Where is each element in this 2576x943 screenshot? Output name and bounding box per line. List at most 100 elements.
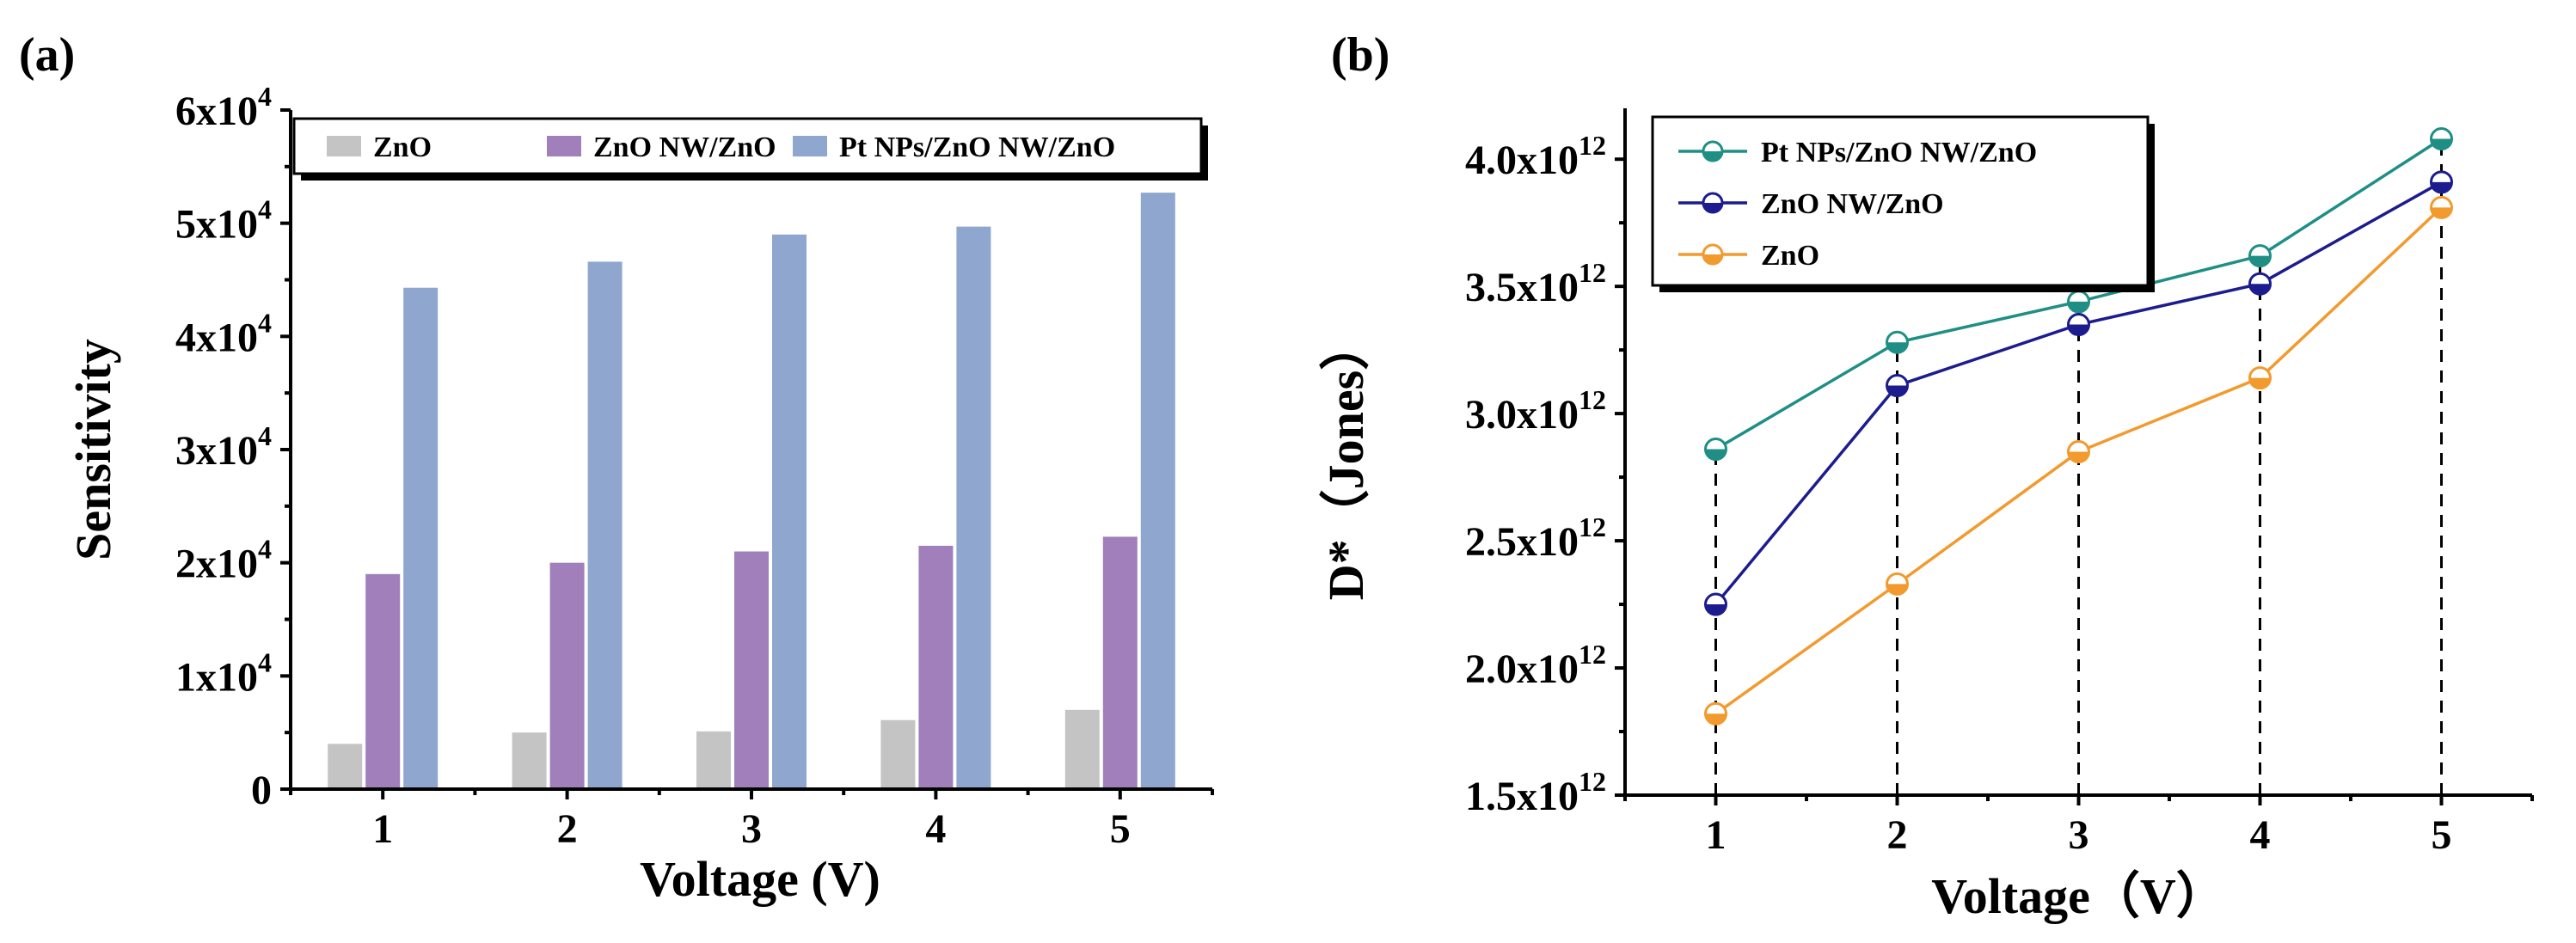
y-tick-label-base: 3x10: [175, 428, 258, 474]
y-tick-label-exponent: 12: [1579, 257, 1606, 288]
legend-label: Pt NPs/ZnO NW/ZnO: [1761, 137, 2037, 168]
data-point-fill: [1886, 584, 1908, 595]
bar: [956, 226, 991, 789]
y-tick-label-base: 3.5x10: [1465, 265, 1579, 310]
y-tick-label: 3x104: [175, 420, 272, 474]
x-tick-label: 4: [2250, 812, 2271, 858]
y-axis-title: Sensitivity: [65, 339, 121, 560]
panel-label: (b): [1331, 28, 1389, 82]
y-tick-label: 3.0x1012: [1465, 384, 1606, 438]
y-tick-label: 5x104: [175, 194, 272, 248]
x-tick-label: 5: [2432, 812, 2452, 858]
legend-box: [1651, 115, 2150, 287]
y-tick-label-exponent: 4: [258, 646, 272, 677]
data-point-fill: [2249, 284, 2271, 295]
x-tick-label: 3: [741, 806, 762, 852]
bar: [512, 732, 547, 789]
bar: [880, 719, 916, 789]
bar: [1102, 536, 1138, 789]
y-tick-label-base: 4x10: [175, 315, 258, 360]
panel-b: (b)1.5x10122.0x10122.5x10123.0x10123.5x1…: [1318, 28, 2534, 924]
bar: [1064, 709, 1100, 789]
y-tick-label-exponent: 12: [1579, 384, 1606, 415]
y-tick-label-exponent: 12: [1579, 511, 1606, 542]
data-point-fill: [1886, 342, 1908, 353]
bar: [365, 573, 401, 789]
bar: [734, 551, 769, 789]
y-tick-label-exponent: 4: [258, 307, 272, 338]
legend-label: Pt NPs/ZnO NW/ZnO: [839, 132, 1115, 163]
y-tick-label-exponent: 4: [258, 534, 272, 565]
legend-box: [292, 117, 1203, 175]
y-tick-label: 3.5x1012: [1465, 257, 1606, 310]
y-tick-label-base: 1.5x10: [1465, 774, 1579, 819]
x-tick-label: 5: [1110, 806, 1131, 852]
y-tick-label: 1x104: [175, 646, 272, 700]
data-point-fill: [2431, 207, 2452, 218]
y-tick-label-base: 6x10: [175, 89, 258, 134]
y-tick-label: 2.5x1012: [1465, 511, 1606, 565]
data-point-fill: [2249, 255, 2271, 266]
bar: [587, 261, 623, 789]
y-axis-title: D*（Jones）: [1318, 321, 1374, 600]
y-tick-label: 4.0x1012: [1465, 130, 1606, 183]
x-axis-title: Voltage (V): [640, 851, 880, 907]
x-axis-title: Voltage（V）: [1931, 868, 2226, 924]
data-point-fill: [1705, 713, 1727, 725]
legend-label: ZnO NW/ZnO: [1761, 188, 1944, 220]
x-tick-label: 2: [557, 806, 578, 852]
x-tick-label: 2: [1887, 812, 1908, 858]
data-point-fill: [1705, 449, 1727, 460]
bar: [772, 234, 807, 789]
y-tick-label-exponent: 4: [258, 420, 272, 451]
bar: [1140, 193, 1175, 789]
y-tick-label-base: 0: [251, 768, 272, 813]
y-tick-label: 4x104: [175, 307, 272, 360]
y-tick-label: 1.5x1012: [1465, 766, 1606, 819]
x-tick-label: 1: [372, 806, 393, 852]
y-tick-label-base: 1x10: [175, 654, 258, 700]
data-point-fill: [2431, 181, 2452, 193]
legend-swatch: [547, 136, 581, 156]
legend-marker-fill: [1703, 203, 1722, 212]
data-point-fill: [2068, 451, 2089, 462]
y-tick-label-base: 3.0x10: [1465, 392, 1579, 438]
data-point-fill: [2068, 324, 2089, 335]
y-tick-label-exponent: 12: [1579, 639, 1606, 670]
y-tick-label-exponent: 12: [1579, 766, 1606, 797]
y-tick-label-exponent: 12: [1579, 130, 1606, 161]
y-tick-label-exponent: 4: [258, 81, 272, 112]
y-tick-label-base: 2x10: [175, 542, 258, 587]
y-tick-label-base: 5x10: [175, 202, 258, 248]
data-point-fill: [1886, 385, 1908, 396]
x-tick-label: 1: [1706, 812, 1727, 858]
legend-label: ZnO: [373, 132, 432, 163]
data-point-fill: [2068, 301, 2089, 312]
panel-label: (a): [19, 28, 75, 82]
legend-label: ZnO: [1761, 240, 1819, 272]
legend-swatch: [793, 136, 827, 156]
y-tick-label: 0: [251, 768, 272, 813]
y-tick-label: 2x104: [175, 534, 272, 587]
data-point-fill: [2431, 138, 2452, 150]
y-tick-label-base: 2.5x10: [1465, 519, 1579, 565]
bar: [549, 562, 585, 789]
bar: [918, 545, 954, 789]
y-tick-label-base: 4.0x10: [1465, 138, 1579, 183]
legend-swatch: [327, 136, 361, 156]
x-tick-label: 4: [925, 806, 946, 852]
bar: [403, 287, 439, 789]
legend-marker-fill: [1703, 151, 1722, 161]
data-point-fill: [2249, 377, 2271, 389]
y-tick-label: 2.0x1012: [1465, 639, 1606, 692]
y-tick-label-base: 2.0x10: [1465, 646, 1579, 692]
y-tick-label: 6x104: [175, 81, 272, 134]
bar: [696, 731, 731, 789]
x-tick-label: 3: [2069, 812, 2089, 858]
bar: [328, 744, 363, 789]
y-tick-label-exponent: 4: [258, 194, 272, 225]
legend-label: ZnO NW/ZnO: [593, 132, 776, 163]
legend-marker-fill: [1703, 254, 1722, 264]
